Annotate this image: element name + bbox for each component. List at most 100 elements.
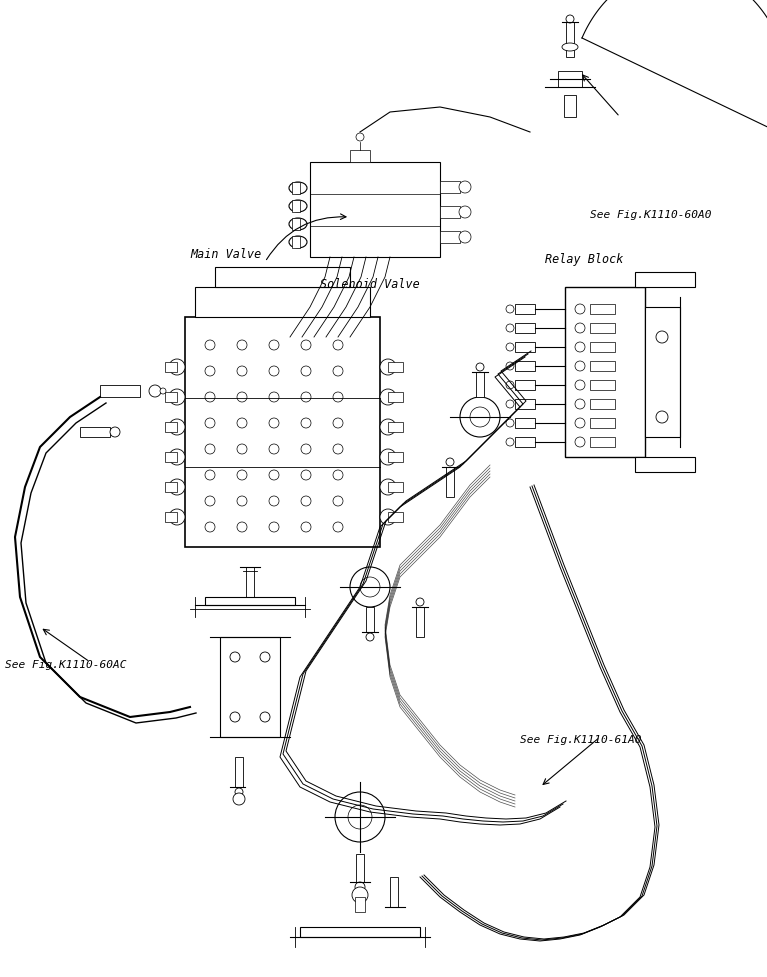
Bar xyxy=(292,219,300,231)
Circle shape xyxy=(506,401,514,408)
Bar xyxy=(355,897,365,913)
Bar xyxy=(635,273,695,287)
Circle shape xyxy=(506,382,514,390)
Bar xyxy=(165,393,177,403)
Circle shape xyxy=(656,331,668,344)
Circle shape xyxy=(269,496,279,506)
Bar xyxy=(205,597,295,606)
Circle shape xyxy=(205,393,215,403)
Circle shape xyxy=(237,341,247,351)
Circle shape xyxy=(333,366,343,376)
Bar xyxy=(390,877,398,907)
Bar xyxy=(590,343,615,353)
Bar xyxy=(165,362,177,372)
Bar xyxy=(515,438,535,447)
Bar xyxy=(440,207,460,219)
Circle shape xyxy=(169,419,185,436)
Bar xyxy=(388,513,403,523)
Circle shape xyxy=(169,480,185,495)
Ellipse shape xyxy=(289,219,307,231)
Bar xyxy=(558,72,582,88)
Ellipse shape xyxy=(289,183,307,194)
Bar xyxy=(292,201,300,213)
Bar xyxy=(292,236,300,249)
Bar xyxy=(80,428,110,438)
Circle shape xyxy=(237,445,247,454)
Text: Solenoid Valve: Solenoid Valve xyxy=(320,277,420,291)
Bar xyxy=(350,150,370,163)
Circle shape xyxy=(235,788,243,796)
Bar xyxy=(590,305,615,315)
Circle shape xyxy=(460,398,500,438)
Circle shape xyxy=(169,509,185,526)
Circle shape xyxy=(506,419,514,428)
Circle shape xyxy=(237,471,247,481)
Bar xyxy=(590,381,615,391)
Circle shape xyxy=(566,16,574,24)
Bar xyxy=(165,483,177,492)
Circle shape xyxy=(575,400,585,409)
Circle shape xyxy=(575,361,585,371)
Bar xyxy=(220,637,280,738)
Circle shape xyxy=(575,305,585,315)
Circle shape xyxy=(301,496,311,506)
Bar xyxy=(300,927,420,937)
Circle shape xyxy=(205,418,215,429)
Bar xyxy=(565,287,645,457)
Circle shape xyxy=(380,390,396,405)
Circle shape xyxy=(459,182,471,193)
Circle shape xyxy=(233,793,245,805)
Circle shape xyxy=(575,438,585,447)
Bar xyxy=(310,163,440,258)
Bar xyxy=(388,362,403,372)
Circle shape xyxy=(237,523,247,532)
Circle shape xyxy=(169,390,185,405)
Ellipse shape xyxy=(562,44,578,52)
Bar xyxy=(446,468,454,497)
Circle shape xyxy=(301,471,311,481)
Circle shape xyxy=(350,568,390,608)
Text: See Fig.K1110-60AC: See Fig.K1110-60AC xyxy=(5,659,127,669)
Bar xyxy=(515,305,535,315)
Circle shape xyxy=(205,366,215,376)
Bar xyxy=(388,393,403,403)
Circle shape xyxy=(476,363,484,371)
Circle shape xyxy=(237,393,247,403)
Circle shape xyxy=(301,341,311,351)
Circle shape xyxy=(301,523,311,532)
Bar xyxy=(590,323,615,334)
Bar xyxy=(515,343,535,353)
Circle shape xyxy=(470,407,490,428)
Circle shape xyxy=(416,598,424,607)
Bar xyxy=(440,232,460,243)
Circle shape xyxy=(459,207,471,219)
Circle shape xyxy=(149,386,161,398)
Bar xyxy=(388,483,403,492)
Ellipse shape xyxy=(289,201,307,213)
Circle shape xyxy=(459,232,471,243)
Circle shape xyxy=(269,471,279,481)
Circle shape xyxy=(230,653,240,662)
Circle shape xyxy=(506,306,514,314)
Circle shape xyxy=(160,389,166,395)
Circle shape xyxy=(269,418,279,429)
Circle shape xyxy=(301,418,311,429)
Circle shape xyxy=(237,496,247,506)
Bar xyxy=(515,400,535,409)
Circle shape xyxy=(260,712,270,722)
Circle shape xyxy=(333,445,343,454)
Circle shape xyxy=(205,471,215,481)
Circle shape xyxy=(169,449,185,465)
Circle shape xyxy=(335,792,385,842)
Circle shape xyxy=(110,428,120,438)
Bar xyxy=(515,361,535,371)
Circle shape xyxy=(269,393,279,403)
Bar xyxy=(515,381,535,391)
Circle shape xyxy=(205,341,215,351)
Circle shape xyxy=(260,653,270,662)
Circle shape xyxy=(333,341,343,351)
Circle shape xyxy=(380,449,396,465)
Bar xyxy=(645,308,680,438)
Circle shape xyxy=(506,362,514,370)
Bar xyxy=(100,386,140,398)
